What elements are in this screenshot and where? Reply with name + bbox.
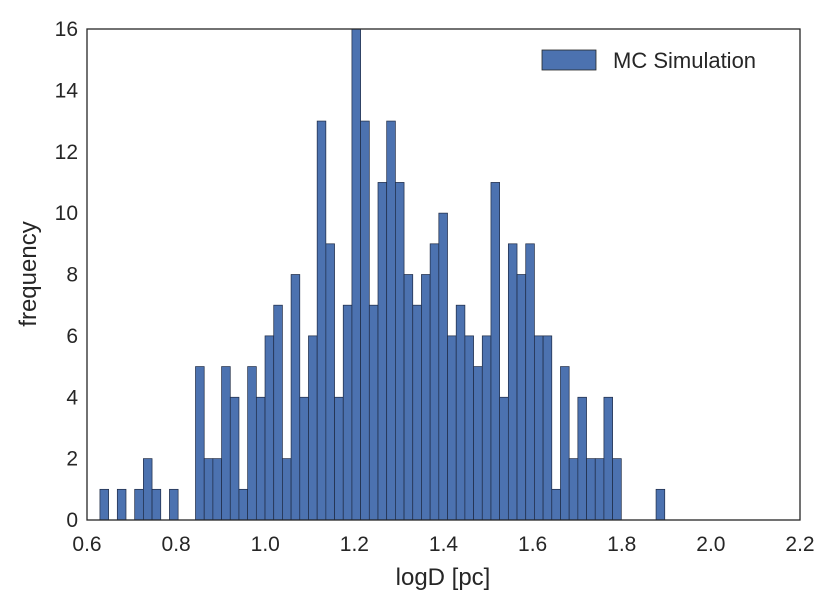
y-tick-label: 8 [66, 264, 78, 287]
histogram-bar [151, 488, 162, 521]
histogram-bar [612, 458, 622, 521]
histogram-bar [169, 488, 179, 521]
y-tick-label: 2 [66, 448, 78, 471]
legend-label: MC Simulation [613, 48, 756, 73]
histogram-bar [586, 458, 596, 521]
histogram-bar [395, 182, 405, 521]
histogram-bar [273, 304, 283, 521]
histogram-bar [360, 120, 370, 521]
histogram-bar [351, 28, 361, 521]
y-tick-label: 4 [66, 386, 78, 409]
x-axis-label: logD [pc] [396, 564, 491, 591]
histogram-bar [334, 396, 344, 521]
x-tick-label: 0.6 [72, 533, 101, 556]
histogram-bar [560, 366, 570, 521]
histogram-bar [568, 458, 579, 521]
x-tick-label: 2.2 [785, 533, 814, 556]
bars-group [99, 28, 666, 521]
histogram-bar [542, 335, 553, 521]
histogram-bar [238, 488, 248, 521]
histogram-bar [247, 366, 257, 521]
histogram-bar [229, 396, 240, 521]
histogram-bar [534, 335, 544, 521]
histogram-bar [603, 396, 613, 521]
y-tick-label: 6 [66, 325, 78, 348]
x-tick-label: 2.0 [696, 533, 725, 556]
x-tick-label: 0.8 [162, 533, 191, 556]
histogram-bar [464, 335, 474, 521]
y-tick-label: 0 [66, 509, 78, 532]
histogram-bar [421, 274, 431, 521]
histogram-bar [282, 458, 292, 521]
histogram-bar [577, 396, 587, 521]
histogram-bar [438, 212, 448, 521]
y-tick-label: 14 [55, 79, 79, 102]
histogram-bar [221, 366, 231, 521]
histogram-bar [195, 366, 205, 521]
histogram-bar [386, 120, 396, 521]
histogram-bar [264, 335, 275, 521]
histogram-bar [308, 335, 318, 521]
histogram-bar [116, 488, 127, 521]
histogram-bar [455, 304, 466, 521]
y-axis-label: frequency [15, 221, 42, 326]
y-tick-label: 10 [55, 202, 78, 225]
histogram-bar [481, 335, 492, 521]
histogram-bar [447, 335, 457, 521]
histogram-bar [412, 304, 422, 521]
histogram-bar [203, 458, 214, 521]
y-tick-label: 16 [55, 18, 78, 41]
histogram-bar [594, 458, 605, 521]
histogram-bar [429, 243, 440, 521]
histogram-bar [316, 120, 327, 521]
histogram-bar [473, 366, 483, 521]
histogram-bar [99, 488, 109, 521]
x-tick-label: 1.6 [518, 533, 547, 556]
legend-swatch [541, 49, 597, 71]
histogram-bar [290, 274, 301, 521]
histogram-bar [507, 243, 518, 521]
legend: MC Simulation [541, 48, 756, 73]
histogram-bar [134, 488, 144, 521]
x-tick-label: 1.0 [251, 533, 280, 556]
histogram-bar [377, 182, 388, 521]
x-tick-label: 1.8 [607, 533, 636, 556]
histogram-bar [551, 488, 561, 521]
histogram-bar [516, 274, 527, 521]
histogram-bar [403, 274, 414, 521]
histogram-bar [212, 458, 222, 521]
histogram-bar [525, 243, 535, 521]
histogram-bar [143, 458, 153, 521]
histogram-bar [299, 396, 309, 521]
histogram-bar [255, 396, 266, 521]
x-tick-label: 1.2 [340, 533, 369, 556]
histogram-bar [490, 182, 500, 521]
histogram-bar [325, 243, 335, 521]
plot-frame [86, 28, 801, 521]
x-tick-label: 1.4 [429, 533, 459, 556]
y-tick-labels: 0 2 4 6 8 10 12 14 16 [55, 18, 79, 532]
histogram-bar [342, 304, 353, 521]
y-tick-label: 12 [55, 141, 78, 164]
histogram-bar [655, 488, 666, 521]
histogram-bar [499, 396, 509, 521]
x-tick-labels: 0.6 0.8 1.0 1.2 1.4 1.6 1.8 2.0 2.2 [72, 533, 814, 556]
histogram-bar [368, 304, 379, 521]
